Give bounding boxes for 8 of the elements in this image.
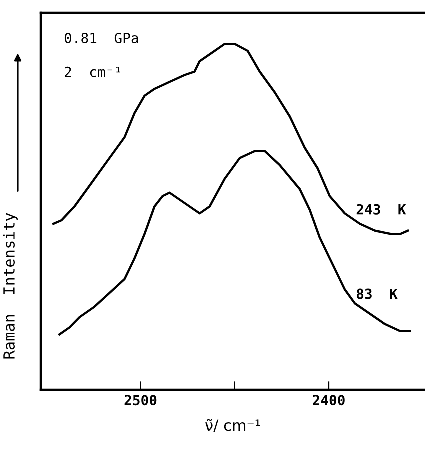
series-label: 243 K <box>356 204 406 215</box>
y-axis-title: Raman Intensity <box>3 213 18 359</box>
text: 0.81 GPa <box>64 32 138 44</box>
series-label: 83 K <box>356 288 398 300</box>
annotation: 2 cm⁻¹ <box>65 66 120 78</box>
x-tick-label: 2400 <box>313 395 345 406</box>
x-tick-label: 2500 <box>124 395 157 406</box>
x-axis-title: ν̃/ cm⁻¹ <box>206 419 260 432</box>
